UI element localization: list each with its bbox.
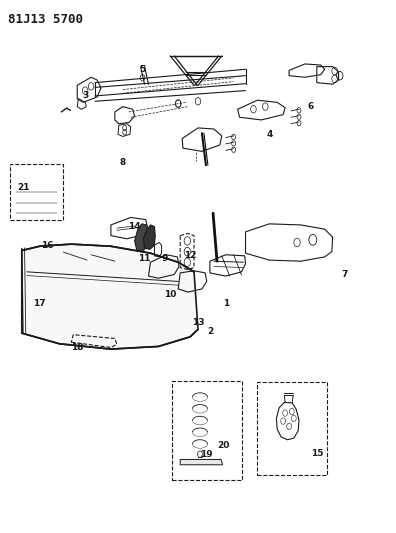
Polygon shape bbox=[22, 244, 198, 349]
Text: 16: 16 bbox=[41, 241, 54, 249]
Text: 19: 19 bbox=[200, 450, 212, 458]
Text: 4: 4 bbox=[266, 130, 272, 139]
Bar bbox=[257, 382, 327, 475]
Text: 7: 7 bbox=[341, 270, 348, 279]
Text: 17: 17 bbox=[33, 300, 46, 308]
Text: 10: 10 bbox=[164, 290, 177, 298]
Text: 13: 13 bbox=[192, 318, 204, 327]
Polygon shape bbox=[135, 224, 148, 252]
Text: 5: 5 bbox=[139, 65, 146, 74]
Text: 6: 6 bbox=[308, 102, 314, 111]
Text: 3: 3 bbox=[82, 92, 88, 100]
Text: 15: 15 bbox=[310, 449, 323, 457]
Text: 8: 8 bbox=[120, 158, 126, 167]
Bar bbox=[10, 164, 63, 220]
Text: 20: 20 bbox=[217, 441, 230, 449]
Text: 9: 9 bbox=[161, 254, 168, 263]
Text: 21: 21 bbox=[17, 183, 30, 192]
Polygon shape bbox=[143, 225, 155, 249]
Polygon shape bbox=[180, 459, 223, 465]
Bar bbox=[172, 381, 242, 480]
Text: 2: 2 bbox=[207, 327, 213, 336]
Text: 81J13 5700: 81J13 5700 bbox=[8, 13, 83, 26]
Text: 14: 14 bbox=[128, 222, 141, 231]
Text: 18: 18 bbox=[71, 343, 84, 352]
Text: 12: 12 bbox=[184, 252, 196, 260]
Text: 11: 11 bbox=[138, 254, 151, 263]
Text: 1: 1 bbox=[223, 300, 229, 308]
